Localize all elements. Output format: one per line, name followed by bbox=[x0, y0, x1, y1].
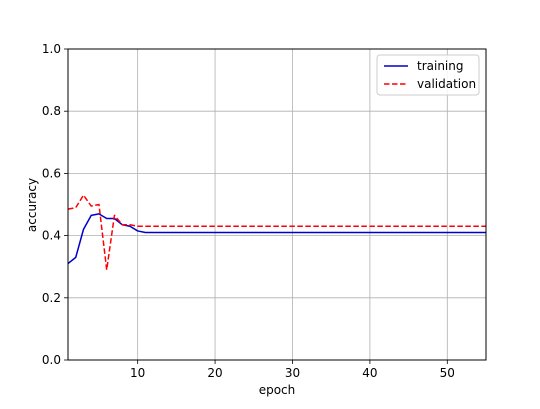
x-tick-label: 10 bbox=[130, 366, 145, 380]
series-line-training bbox=[67, 213, 486, 265]
series-line-validation bbox=[67, 194, 486, 271]
y-tick-label: 0.0 bbox=[42, 353, 61, 367]
y-tick-label: 0.4 bbox=[42, 229, 61, 243]
x-axis-label: epoch bbox=[259, 383, 296, 397]
y-tick-label: 0.6 bbox=[42, 166, 61, 180]
x-tick-label: 50 bbox=[440, 366, 455, 380]
x-tick-label: 30 bbox=[285, 366, 300, 380]
plot-frame bbox=[67, 48, 487, 361]
grid-layer bbox=[68, 48, 486, 361]
series-layer bbox=[67, 194, 486, 271]
x-tick-label: 20 bbox=[207, 366, 222, 380]
y-tick-label: 0.2 bbox=[42, 291, 61, 305]
y-tick-label: 1.0 bbox=[42, 42, 61, 56]
tick-layer: 10 20 30 40 50 0.0 0.2 0.4 0.6 0.8 1.0 bbox=[42, 42, 455, 380]
legend: training validation bbox=[376, 54, 480, 96]
legend-label-validation: validation bbox=[417, 77, 476, 91]
y-axis-label: accuracy bbox=[25, 178, 39, 232]
legend-box bbox=[376, 54, 480, 96]
x-tick-label: 40 bbox=[362, 366, 377, 380]
y-tick-label: 0.8 bbox=[42, 104, 61, 118]
legend-label-training: training bbox=[417, 59, 464, 73]
